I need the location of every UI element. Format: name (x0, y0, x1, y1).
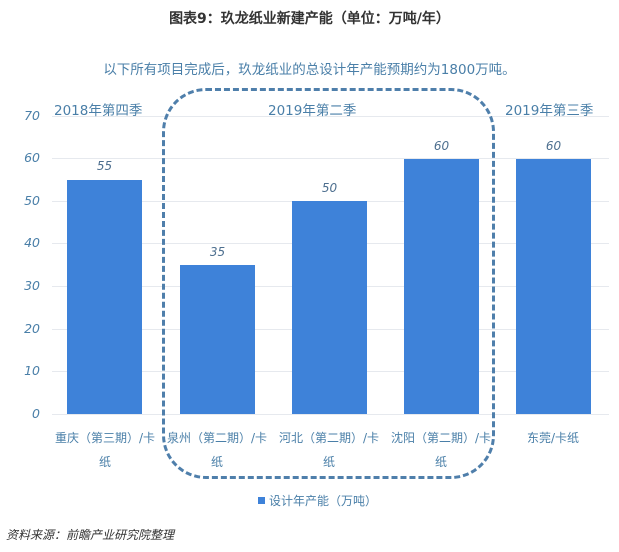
bar-value-label: 60 (433, 139, 450, 153)
chart-legend: 设计年产能（万吨） (258, 492, 377, 509)
y-tick: 30 (24, 278, 40, 293)
bar-value-label: 35 (209, 245, 226, 259)
x-label-line2: 纸 (210, 455, 223, 469)
x-axis-label: 河北（第二期）/卡 纸 (272, 426, 386, 474)
chart-title: 图表9：玖龙纸业新建产能（单位：万吨/年） (169, 11, 450, 27)
x-label-line2: 纸 (98, 455, 111, 469)
x-axis-label: 沈阳（第二期）/卡 纸 (384, 426, 498, 474)
bar-value-label: 60 (545, 139, 562, 153)
gridline-70 (52, 116, 609, 117)
x-axis-label: 泉州（第二期）/卡 纸 (160, 426, 274, 474)
x-label-line1: 东莞/卡纸 (526, 431, 580, 445)
y-tick: 70 (24, 108, 40, 123)
gridline-0 (52, 414, 609, 415)
y-tick: 40 (24, 235, 40, 250)
x-label-line1: 重庆（第三期）/卡 (54, 431, 156, 445)
x-label-line2: 纸 (322, 455, 335, 469)
chart-subtitle: 以下所有项目完成后，玖龙纸业的总设计年产能预期约为1800万吨。 (103, 62, 516, 78)
period-label-2018q4: 2018年第四季 (54, 103, 143, 119)
legend-label: 设计年产能（万吨） (269, 494, 378, 508)
x-axis-label: 东莞/卡纸 (496, 426, 610, 450)
x-label-line2: 纸 (434, 455, 447, 469)
y-tick: 50 (24, 193, 40, 208)
bar-hebei (292, 201, 367, 414)
x-label-line1: 河北（第二期）/卡 (278, 431, 380, 445)
x-label-line1: 泉州（第二期）/卡 (166, 431, 268, 445)
y-tick: 60 (24, 150, 40, 165)
x-label-line1: 沈阳（第二期）/卡 (390, 431, 492, 445)
bar-dongguan (516, 159, 591, 414)
bar-shenyang (404, 159, 479, 414)
bar-quanzhou (180, 265, 255, 414)
y-tick: 0 (32, 406, 40, 421)
highlight-dashed-box (162, 88, 495, 479)
x-axis-label: 重庆（第三期）/卡 纸 (48, 426, 162, 474)
y-tick: 10 (24, 363, 40, 378)
bar-value-label: 55 (96, 159, 113, 173)
period-label-2019q2: 2019年第二季 (268, 103, 357, 119)
y-tick: 20 (24, 321, 40, 336)
gridline-60 (52, 158, 609, 159)
bar-chongqing (67, 180, 142, 414)
bar-value-label: 50 (321, 181, 338, 195)
period-label-2019q3: 2019年第三季 (505, 103, 594, 119)
legend-swatch-icon (258, 497, 265, 504)
source-note: 资料来源：前瞻产业研究院整理 (6, 528, 175, 542)
